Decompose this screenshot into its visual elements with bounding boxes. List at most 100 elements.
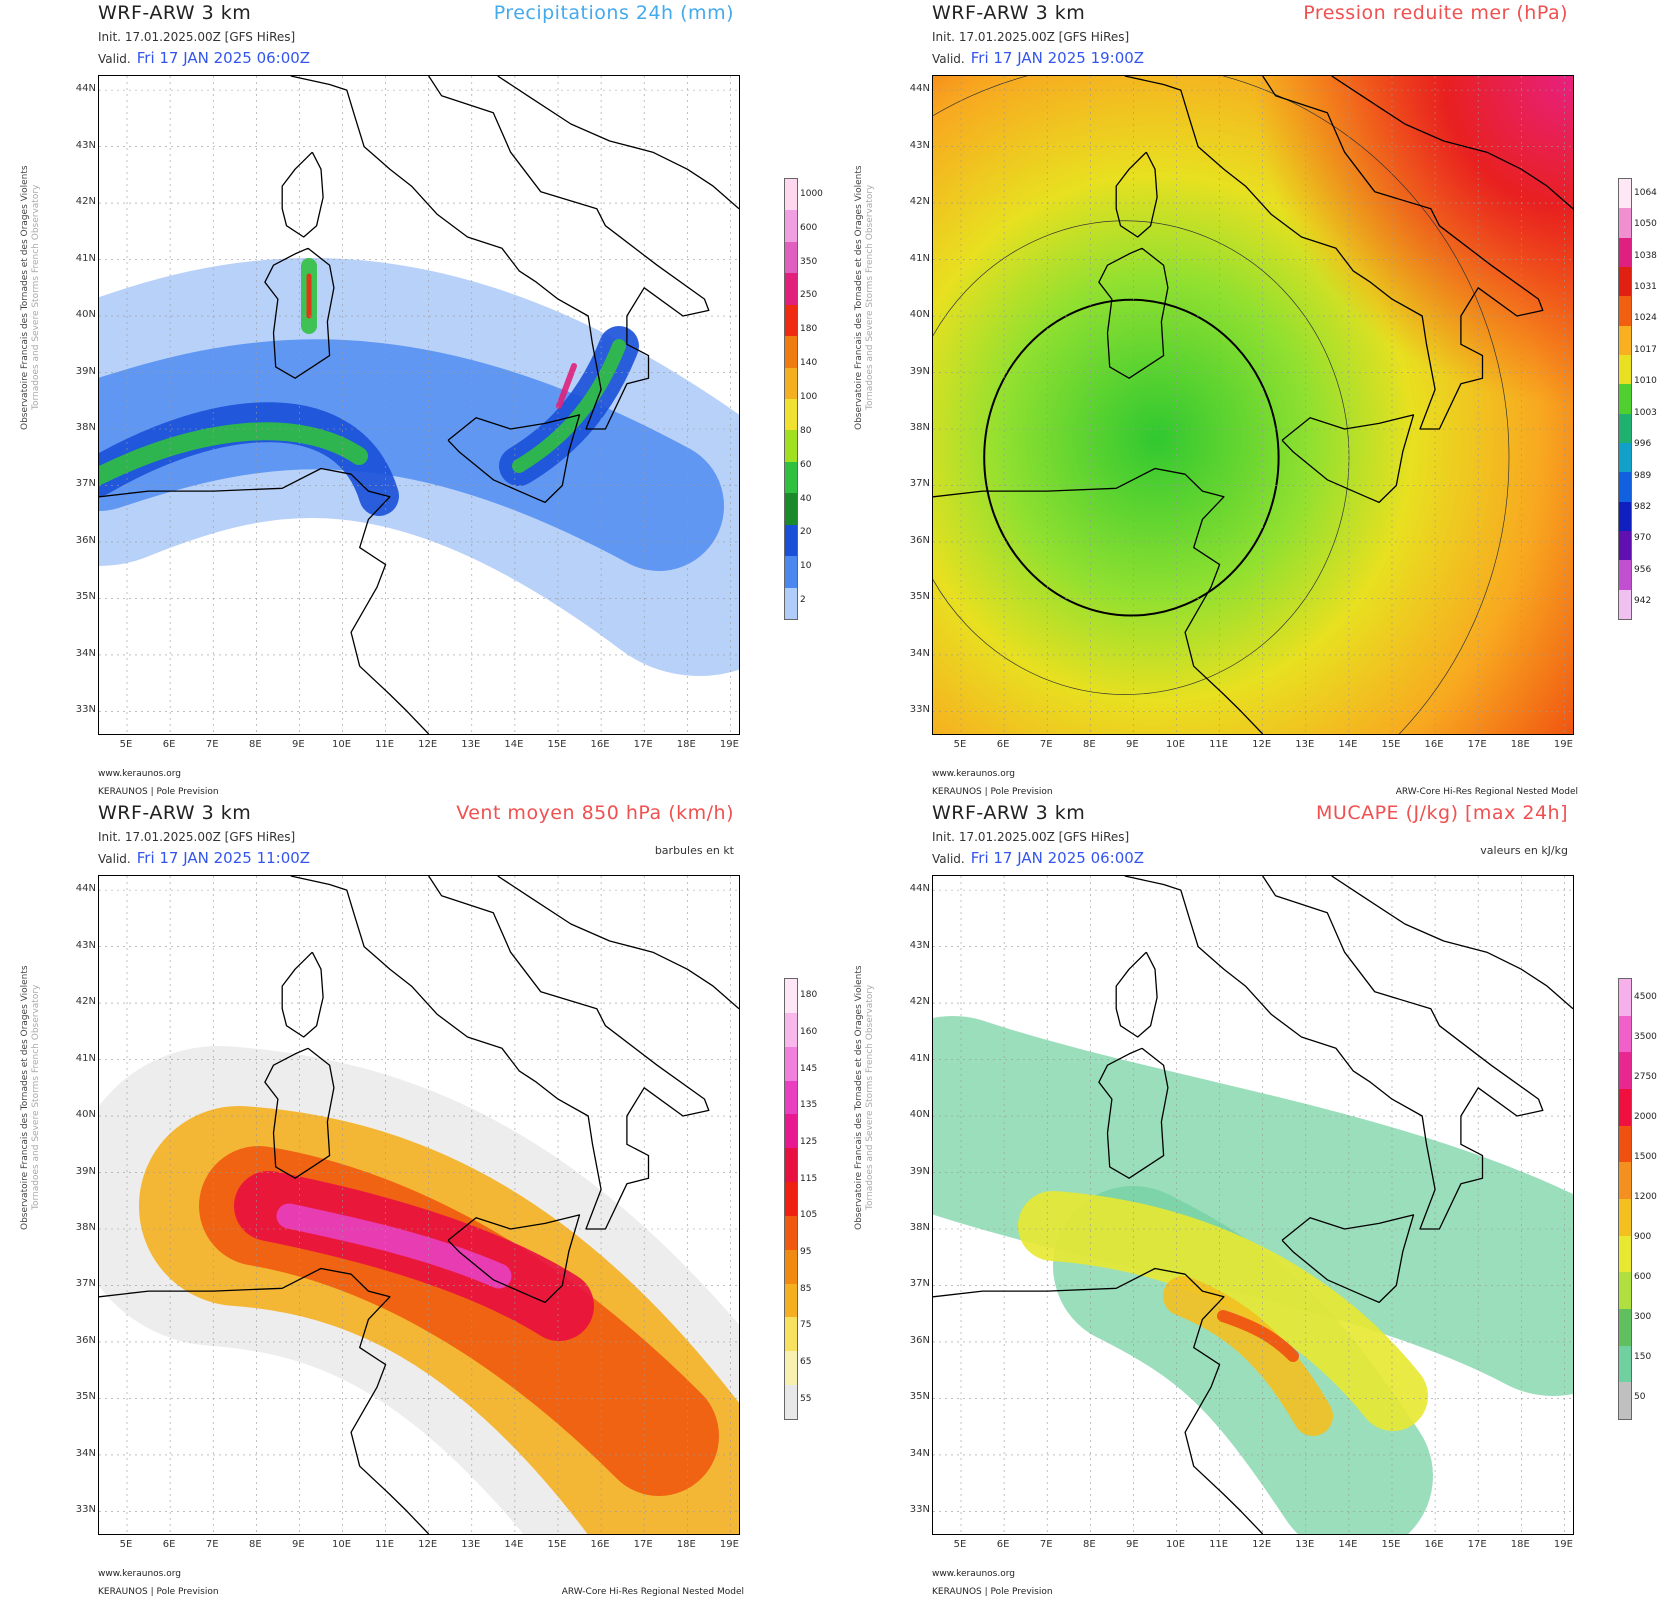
- panel-mucape: WRF-ARW 3 km MUCAPE (J/kg) [max 24h] val…: [834, 800, 1668, 1600]
- credit-website: www.keraunos.org: [98, 1569, 181, 1579]
- latitude-label: 37N: [75, 1278, 96, 1290]
- longitude-label: 6E: [996, 739, 1010, 750]
- side-credit-fr: Observatoire Francais des Tornades et de…: [854, 165, 864, 430]
- field-title: MUCAPE (J/kg) [max 24h]: [1316, 802, 1568, 824]
- colorbar-label: 80: [800, 425, 812, 436]
- longitude-label: 19E: [719, 739, 739, 750]
- latitude-label: 36N: [909, 534, 930, 546]
- valid-label: Valid.: [932, 852, 965, 866]
- latitude-label: 43N: [909, 139, 930, 151]
- longitude-label: 7E: [205, 1539, 219, 1550]
- side-credit-fr: Observatoire Francais des Tornades et de…: [20, 965, 30, 1230]
- field-title: Pression reduite mer (hPa): [1303, 2, 1568, 24]
- colorbar-segment: [785, 336, 797, 369]
- colorbar-segment: [1619, 560, 1631, 591]
- colorbar-segment: [1619, 208, 1631, 239]
- valid-time: Fri 17 JAN 2025 06:00Z: [970, 849, 1145, 867]
- colorbar-label: 900: [1634, 1232, 1652, 1242]
- credit-website: www.keraunos.org: [98, 769, 181, 779]
- model-title: WRF-ARW 3 km: [932, 2, 1086, 24]
- colorbar-label: 160: [800, 1027, 818, 1037]
- latitude-label: 36N: [75, 1334, 96, 1346]
- colorbar-segment: [1619, 979, 1631, 1017]
- longitude-label: 18E: [676, 1539, 696, 1550]
- latitude-label: 41N: [75, 252, 96, 264]
- latitude-label: 33N: [909, 704, 930, 716]
- colorbar-label: 1003: [1634, 407, 1657, 418]
- colorbar-label: 1200: [1634, 1192, 1657, 1202]
- valid-time: Fri 17 JAN 2025 06:00Z: [136, 49, 311, 67]
- model-title: WRF-ARW 3 km: [932, 802, 1086, 824]
- latitude-label: 39N: [75, 1165, 96, 1177]
- valid-time-row: Valid. Fri 17 JAN 2025 19:00Z: [932, 49, 1144, 67]
- longitude-label: 6E: [996, 1539, 1010, 1550]
- valid-time-row: Valid. Fri 17 JAN 2025 11:00Z: [98, 849, 310, 867]
- credit-website: www.keraunos.org: [932, 1569, 1015, 1579]
- longitude-label: 19E: [1553, 739, 1573, 750]
- latitude-label: 41N: [909, 252, 930, 264]
- longitude-label: 7E: [1039, 739, 1053, 750]
- colorbar-segment: [785, 1249, 797, 1285]
- colorbar-label: 4500: [1634, 992, 1657, 1002]
- longitude-label: 15E: [547, 739, 567, 750]
- init-time: Init. 17.01.2025.00Z [GFS HiRes]: [98, 30, 296, 44]
- latitude-label: 34N: [909, 647, 930, 659]
- colorbar-label: 65: [800, 1357, 812, 1367]
- colorbar-segment: [785, 367, 797, 400]
- colorbar-label: 942: [1634, 596, 1652, 607]
- colorbar-segment: [1619, 1125, 1631, 1163]
- colorbar-segment: [785, 1385, 797, 1420]
- latitude-label: 35N: [909, 591, 930, 603]
- colorbar-segment: [785, 179, 797, 211]
- colorbar-segment: [785, 1182, 797, 1217]
- latitude-label: 40N: [75, 1109, 96, 1121]
- longitude-label: 15E: [1381, 739, 1401, 750]
- longitude-label: 8E: [1082, 739, 1096, 750]
- colorbar-segment: [1619, 296, 1631, 327]
- longitude-label: 11E: [375, 1539, 395, 1550]
- colorbar-label: 140: [800, 358, 818, 369]
- colorbar-segment: [785, 304, 797, 337]
- map-canvas: [99, 76, 739, 734]
- latitude-label: 42N: [909, 196, 930, 208]
- colorbar: [784, 178, 798, 620]
- colorbar-segment: [785, 524, 797, 557]
- colorbar-label: 180: [800, 324, 818, 335]
- longitude-label: 13E: [1295, 1539, 1315, 1550]
- colorbar-segment: [785, 1012, 797, 1048]
- credit-organization: KERAUNOS | Pole Prevision: [98, 787, 219, 797]
- colorbar-segment: [785, 273, 797, 306]
- valid-time-row: Valid. Fri 17 JAN 2025 06:00Z: [98, 49, 310, 67]
- longitude-label: 6E: [162, 1539, 176, 1550]
- latitude-label: 39N: [909, 365, 930, 377]
- map-canvas: [933, 76, 1573, 734]
- longitude-label: 13E: [461, 1539, 481, 1550]
- latitude-label: 43N: [75, 139, 96, 151]
- latitude-label: 42N: [909, 996, 930, 1008]
- longitude-label: 10E: [1165, 1539, 1186, 1550]
- colorbar-segment: [1619, 1345, 1631, 1383]
- longitude-label: 12E: [1252, 1539, 1272, 1550]
- longitude-label: 10E: [1165, 739, 1186, 750]
- colorbar-segment: [785, 556, 797, 589]
- colorbar-segment: [785, 493, 797, 526]
- longitude-label: 10E: [331, 739, 352, 750]
- model-title: WRF-ARW 3 km: [98, 802, 252, 824]
- longitude-label: 18E: [1510, 1539, 1530, 1550]
- colorbar-label: 300: [1634, 1312, 1652, 1322]
- colorbar-label: 3500: [1634, 1032, 1657, 1042]
- field-title: Vent moyen 850 hPa (km/h): [456, 802, 734, 824]
- colorbar-label: 1064: [1634, 187, 1657, 198]
- colorbar: [784, 978, 798, 1420]
- longitude-label: 8E: [1082, 1539, 1096, 1550]
- longitude-label: 5E: [119, 1539, 133, 1550]
- colorbar-segment: [785, 399, 797, 431]
- colorbar: [1618, 178, 1632, 620]
- colorbar-segment: [1619, 1162, 1631, 1200]
- colorbar-label: 1024: [1634, 313, 1657, 324]
- map-canvas: [99, 876, 739, 1534]
- longitude-label: 14E: [1338, 1539, 1358, 1550]
- latitude-label: 41N: [75, 1052, 96, 1064]
- longitude-label: 18E: [676, 739, 696, 750]
- colorbar-segment: [1619, 413, 1631, 444]
